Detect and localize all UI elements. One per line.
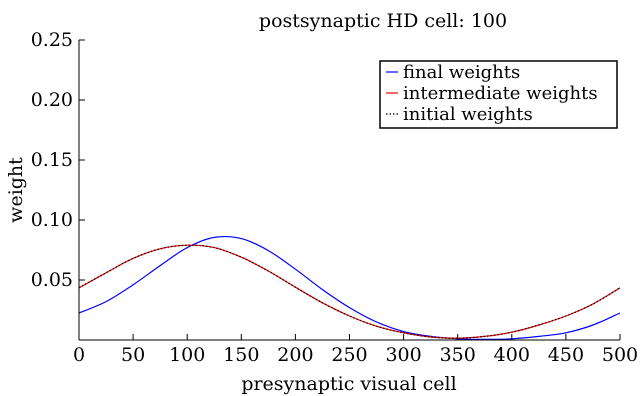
x-tick-label: 0 <box>73 344 85 366</box>
plot-area <box>78 235 621 341</box>
legend-label-initial-weights: initial weights <box>403 104 533 125</box>
x-tick-label: 200 <box>277 344 313 366</box>
y-tick-label: 0.15 <box>31 149 73 171</box>
y-tick-label: 0.25 <box>31 29 73 51</box>
x-axis-label: presynaptic visual cell <box>241 373 456 395</box>
x-axis-ticks: 0 50 100 150 200 250 300 350 400 450 500 <box>73 334 638 366</box>
legend-label-intermediate-weights: intermediate weights <box>403 83 598 104</box>
legend: final weights intermediate weights initi… <box>379 60 618 129</box>
y-axis-ticks: 0.05 0.10 0.15 0.20 0.25 <box>31 29 85 291</box>
x-tick-label: 450 <box>548 344 584 366</box>
x-tick-label: 500 <box>602 344 638 366</box>
legend-box <box>379 60 618 129</box>
x-tick-label: 350 <box>440 344 476 366</box>
series-line-initial-weights <box>78 244 621 339</box>
y-tick-label: 0.20 <box>31 89 73 111</box>
x-tick-label: 300 <box>385 344 421 366</box>
chart-title: postsynaptic HD cell: 100 <box>259 10 507 32</box>
x-tick-label: 250 <box>331 344 367 366</box>
legend-label-final-weights: final weights <box>403 62 520 83</box>
y-axis-label: weight <box>5 157 27 223</box>
x-tick-label: 400 <box>494 344 530 366</box>
series-line-intermediate-weights <box>78 244 621 339</box>
x-tick-label: 100 <box>169 344 205 366</box>
y-tick-label: 0.10 <box>31 209 73 231</box>
x-tick-label: 150 <box>223 344 259 366</box>
y-tick-label: 0.05 <box>31 269 73 291</box>
series-line-final-weights <box>78 235 621 341</box>
x-tick-label: 50 <box>121 344 145 366</box>
